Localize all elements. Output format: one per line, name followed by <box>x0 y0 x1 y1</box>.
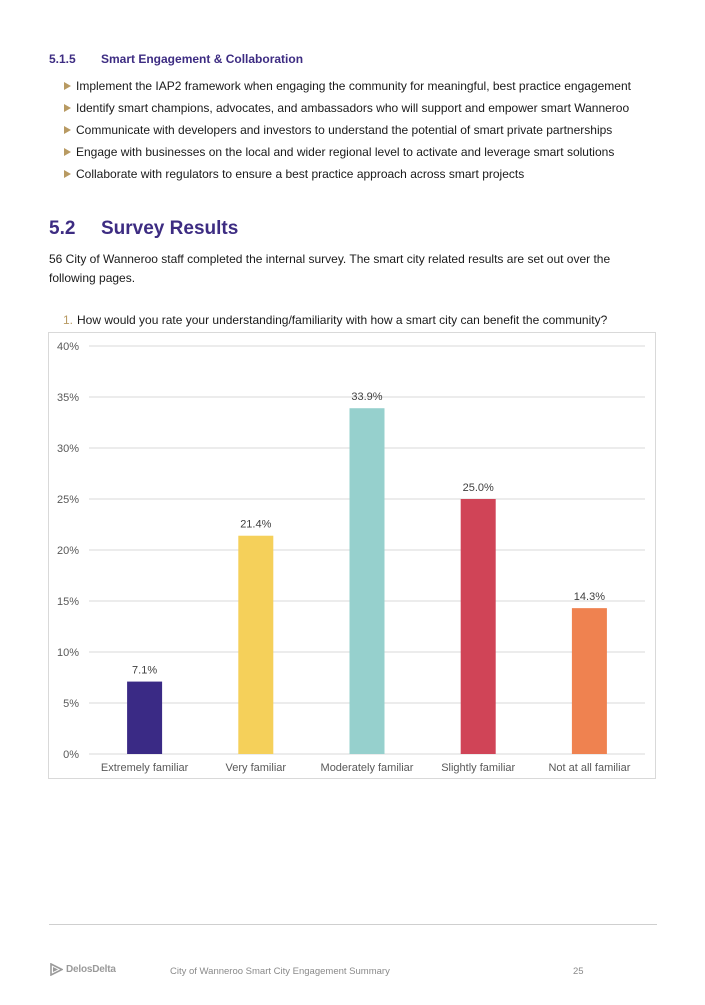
data-label: 7.1% <box>132 665 157 677</box>
y-tick-label: 10% <box>57 647 79 659</box>
data-label: 25.0% <box>463 482 494 494</box>
list-item: Collaborate with regulators to ensure a … <box>64 165 631 187</box>
bullet-list: Implement the IAP2 framework when engagi… <box>64 77 631 187</box>
bar <box>349 408 385 754</box>
triangle-bullet-icon <box>64 126 71 134</box>
data-label: 33.9% <box>351 391 382 403</box>
page-number: 25 <box>573 966 584 977</box>
logo-text: DelosDelta <box>66 964 116 975</box>
footer-divider <box>49 924 657 925</box>
subsection-heading: 5.1.5 Smart Engagement & Collaboration <box>49 52 303 66</box>
question-text: How would you rate your understanding/fa… <box>77 313 608 327</box>
bar <box>127 681 163 754</box>
y-tick-label: 35% <box>57 392 79 404</box>
data-label: 14.3% <box>574 591 605 603</box>
bar <box>238 535 274 754</box>
triangle-bullet-icon <box>64 170 71 178</box>
y-tick-label: 5% <box>63 698 79 710</box>
bar <box>460 499 496 754</box>
y-tick-label: 15% <box>57 596 79 608</box>
bar <box>571 608 607 754</box>
intro-paragraph: 56 City of Wanneroo staff completed the … <box>49 252 611 285</box>
y-tick-label: 30% <box>57 443 79 455</box>
question-number: 1. <box>63 313 74 327</box>
y-tick-label: 0% <box>63 749 79 761</box>
x-category-label: Extremely familiar <box>101 762 189 774</box>
y-tick-label: 25% <box>57 494 79 506</box>
x-category-label: Slightly familiar <box>441 762 515 774</box>
bar-chart-svg: 0% 5% 10% 15% 20% 25% 30% 35% 40% 7.1% Extremely f… <box>57 341 645 774</box>
x-category-label: Very familiar <box>226 762 287 774</box>
x-category-label: Moderately familiar <box>321 762 414 774</box>
y-tick-label: 40% <box>57 341 79 353</box>
triangle-bullet-icon <box>64 82 71 90</box>
subsection-number: 5.1.5 <box>49 52 76 66</box>
x-category-label: Not at all familiar <box>548 762 630 774</box>
section-title: Survey Results <box>101 218 239 239</box>
triangle-bullet-icon <box>64 148 71 156</box>
subsection-title: Smart Engagement & Collaboration <box>101 52 304 66</box>
section-heading: 5.2 Survey Results <box>49 218 238 240</box>
data-label: 21.4% <box>240 519 271 531</box>
list-item: Communicate with developers and investor… <box>64 121 631 143</box>
survey-question: 1. How would you rate your understanding/… <box>63 313 607 327</box>
bar-chart: 0% 5% 10% 15% 20% 25% 30% 35% 40% 7.1% Extremely f… <box>48 332 656 779</box>
footer-document-title: City of Wanneroo Smart City Engagement S… <box>170 966 390 977</box>
triangle-bullet-icon <box>64 104 71 112</box>
list-item: Identify smart champions, advocates, and… <box>64 99 631 121</box>
delosdelta-logo: DelosDelta <box>50 963 116 976</box>
list-item: Engage with businesses on the local and … <box>64 143 631 165</box>
list-item: Implement the IAP2 framework when engagi… <box>64 77 631 99</box>
y-tick-label: 20% <box>57 545 79 557</box>
delta-logo-icon <box>50 963 63 976</box>
section-number: 5.2 <box>49 218 76 239</box>
